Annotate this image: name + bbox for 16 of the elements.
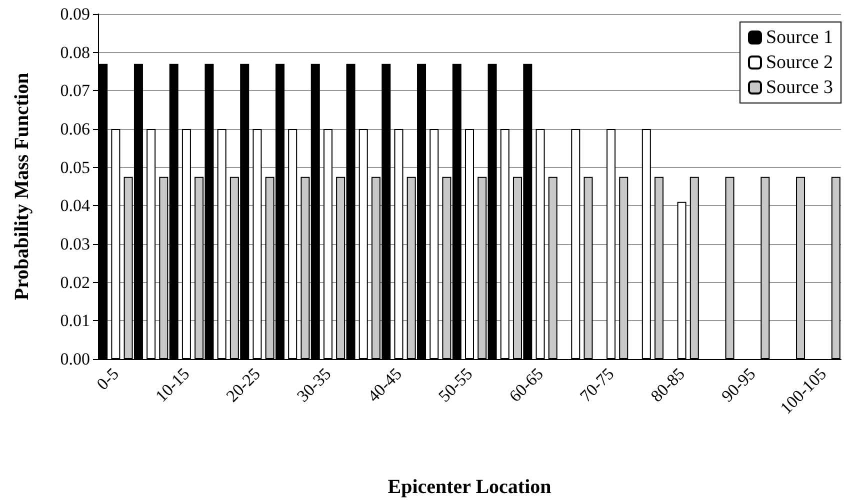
x-axis-title: Epicenter Location (388, 476, 552, 498)
y-tick-label: 0.02 (60, 272, 90, 292)
y-axis-title: Probability Mass Function (11, 72, 33, 300)
y-tick-label: 0.03 (60, 234, 90, 254)
legend-label: Source 2 (766, 52, 834, 73)
y-tick-label: 0.01 (60, 311, 90, 330)
y-tick-label: 0.08 (60, 42, 90, 62)
y-tick-label: 0.07 (60, 81, 90, 100)
legend-label: Source 3 (766, 77, 834, 98)
y-tick-label: 0.09 (60, 4, 90, 24)
y-tick-label: 0.06 (60, 120, 90, 138)
y-tick-label: 0.04 (60, 196, 90, 216)
legend-label: Source 1 (766, 27, 834, 48)
y-tick-label: 0.00 (60, 350, 90, 368)
y-tick-label: 0.05 (60, 158, 90, 177)
x-tick-label: 0-5 (92, 364, 122, 394)
